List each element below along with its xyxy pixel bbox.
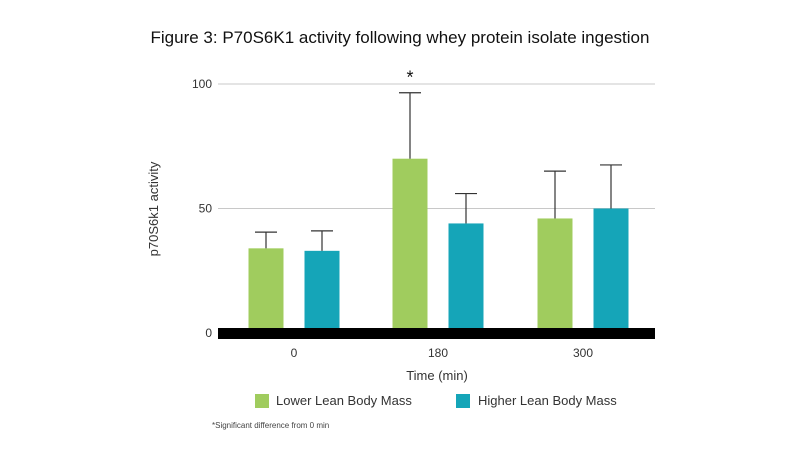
x-axis-baseline — [218, 328, 655, 339]
x-tick-label: 300 — [573, 346, 593, 360]
bars — [248, 158, 629, 333]
bar-lower-lean-body-mass-180 — [392, 158, 428, 333]
bar-lower-lean-body-mass-0 — [248, 248, 284, 333]
bar-lower-lean-body-mass-300 — [537, 218, 573, 333]
legend-label-lower-lean-body-mass: Lower Lean Body Mass — [276, 393, 412, 408]
y-tick-label: 50 — [199, 202, 213, 216]
legend: Lower Lean Body Mass Higher Lean Body Ma… — [255, 393, 617, 408]
error-bars — [255, 92, 622, 251]
y-axis-label: p70S6k1 activity — [146, 161, 161, 256]
legend-swatch-lower-lean-body-mass — [255, 394, 269, 408]
bar-higher-lean-body-mass-300 — [593, 208, 629, 333]
x-tick-label: 0 — [291, 346, 298, 360]
x-axis-label: Time (min) — [406, 368, 468, 383]
y-tick-label: 0 — [205, 326, 212, 340]
footnote: *Significant difference from 0 min — [212, 421, 329, 430]
bar-higher-lean-body-mass-0 — [304, 250, 340, 333]
x-axis-ticks: 0 180 300 — [291, 346, 594, 360]
significance-marker: * — [406, 68, 413, 88]
y-tick-label: 100 — [192, 77, 212, 91]
legend-swatch-higher-lean-body-mass — [456, 394, 470, 408]
bar-higher-lean-body-mass-180 — [448, 223, 484, 333]
y-axis-ticks: 0 50 100 — [192, 77, 212, 340]
legend-label-higher-lean-body-mass: Higher Lean Body Mass — [478, 393, 617, 408]
gridlines — [218, 83, 655, 209]
x-tick-label: 180 — [428, 346, 448, 360]
chart-title: Figure 3: P70S6K1 activity following whe… — [151, 28, 650, 47]
